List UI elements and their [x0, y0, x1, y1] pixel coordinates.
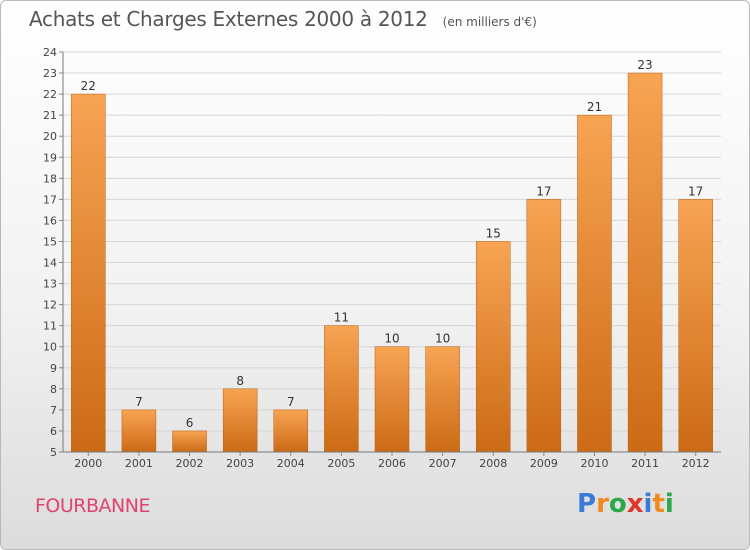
bar-2002	[172, 430, 207, 453]
x-tick-label-2002: 2002	[176, 457, 204, 470]
data-label-2002: 6	[186, 416, 194, 430]
data-label-2000: 22	[81, 79, 96, 93]
data-label-2001: 7	[135, 395, 143, 409]
logo-letter: x	[626, 489, 644, 519]
y-tick-label: 14	[43, 257, 57, 270]
bar-2010	[577, 114, 612, 453]
data-label-2007: 10	[435, 332, 450, 346]
chart-title-block: Achats et Charges Externes 2000 à 2012 (…	[29, 7, 537, 31]
x-tick-label-2012: 2012	[682, 457, 710, 470]
y-tick-label: 22	[43, 88, 57, 101]
x-tick-label-2009: 2009	[530, 457, 558, 470]
x-tick-label-2010: 2010	[580, 457, 608, 470]
logo-letter: i	[643, 489, 653, 519]
y-tick-label: 20	[43, 130, 57, 143]
data-label-2009: 17	[536, 184, 551, 198]
data-label-2008: 15	[486, 226, 501, 240]
data-label-2010: 21	[587, 100, 602, 114]
bar-2005	[324, 325, 359, 453]
data-label-2011: 23	[637, 58, 652, 72]
y-tick-label: 19	[43, 151, 57, 164]
x-tick-label-2006: 2006	[378, 457, 406, 470]
x-tick-label-2011: 2011	[631, 457, 659, 470]
data-label-2004: 7	[287, 395, 295, 409]
y-tick-label: 16	[43, 214, 57, 227]
y-tick-label: 11	[43, 320, 57, 333]
y-tick-label: 18	[43, 172, 57, 185]
commune-name: FOURBANNE	[35, 495, 150, 517]
bar-2009	[526, 199, 562, 453]
logo-letter: o	[608, 489, 627, 519]
y-axis: 5 6 7 8 9 10 11 12 13 14 15 16 17 18 19 20 21 22 23 24	[43, 46, 64, 459]
x-tick-label-2000: 2000	[74, 457, 102, 470]
data-label-2012: 17	[688, 184, 703, 198]
bar-2001	[121, 409, 157, 453]
y-tick-label: 5	[50, 446, 57, 459]
x-tick-label-2003: 2003	[226, 457, 254, 470]
x-tick-label-2004: 2004	[277, 457, 305, 470]
logo-letter: t	[652, 489, 665, 519]
logo-letter: r	[596, 489, 609, 519]
data-label-2005: 11	[334, 311, 349, 325]
bar-2007	[425, 346, 460, 453]
chart-title: Achats et Charges Externes 2000 à 2012	[29, 7, 428, 31]
bar-2003	[222, 388, 258, 453]
bar-2006	[374, 346, 410, 453]
proxiti-logo[interactable]: Proxiti	[577, 489, 674, 519]
y-tick-label: 23	[43, 67, 57, 80]
data-label-2006: 10	[384, 332, 399, 346]
y-tick-label: 6	[50, 425, 57, 438]
y-tick-label: 24	[43, 46, 57, 59]
x-tick-label-2005: 2005	[327, 457, 355, 470]
bars: 22 7 6 8 7 11 10 10 15 17 21 23 17	[71, 58, 713, 453]
logo-letter: P	[577, 489, 597, 519]
data-label-2003: 8	[236, 374, 244, 388]
x-axis: 2000 2001 2002 2003 2004 2005 2006 2007 2008 2009…	[63, 451, 721, 470]
y-tick-label: 7	[50, 404, 57, 417]
y-tick-label: 12	[43, 299, 57, 312]
y-tick-label: 9	[50, 362, 57, 375]
bar-2000	[71, 93, 106, 453]
y-tick-label: 10	[43, 341, 57, 354]
y-tick-label: 13	[43, 278, 57, 291]
x-tick-label-2008: 2008	[479, 457, 507, 470]
y-tick-label: 21	[43, 109, 57, 122]
chart-subtitle: (en milliers d'€)	[442, 15, 537, 29]
y-tick-label: 17	[43, 193, 57, 206]
logo-letter: i	[664, 489, 674, 519]
bar-2008	[475, 241, 511, 453]
bar-2004	[273, 409, 309, 453]
y-tick-label: 8	[50, 383, 57, 396]
bar-2012	[678, 199, 713, 453]
x-tick-label-2001: 2001	[125, 457, 153, 470]
y-tick-label: 15	[43, 235, 57, 248]
x-tick-label-2007: 2007	[429, 457, 457, 470]
bar-2011	[627, 72, 663, 453]
